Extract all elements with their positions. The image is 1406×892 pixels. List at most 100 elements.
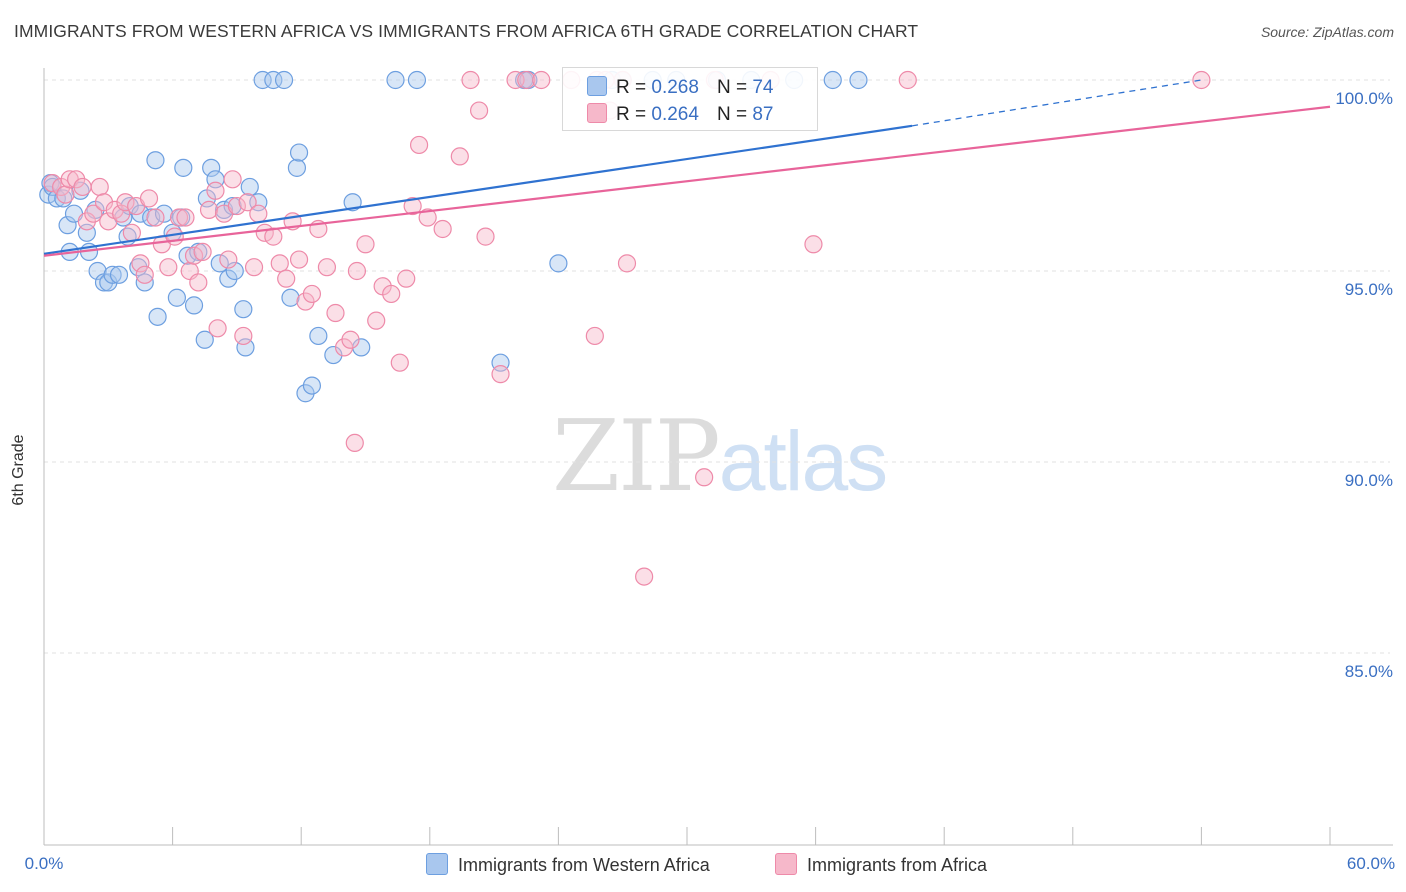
data-point-western-africa [236,338,255,357]
data-point-africa [617,254,637,273]
data-point-africa [450,147,469,166]
data-point-western-africa [296,384,315,403]
legend-n-value: 74 [752,77,774,98]
data-point-africa [43,174,62,193]
data-point-africa [67,170,86,189]
data-point-africa [397,269,416,288]
legend-r-value: 0.264 [651,104,699,125]
data-point-africa [206,181,225,200]
data-point-africa [695,468,714,487]
data-point-western-africa [210,254,229,273]
x-tick-label: 60.0% [1347,854,1395,873]
data-point-africa [219,250,238,269]
data-point-africa [390,353,409,372]
data-point-western-africa [343,193,362,212]
x-tick-label: 0.0% [25,854,64,873]
data-point-africa [122,223,141,242]
bottom-legend-africa: Immigrants from Africa [775,853,987,876]
data-point-africa [347,261,367,281]
y-tick-label: 100.0% [1335,89,1393,108]
data-point-western-africa [146,151,165,170]
data-point-africa [476,227,495,246]
data-point-western-africa [289,143,309,162]
data-point-africa [804,235,823,254]
data-point-africa [1192,70,1211,90]
data-point-africa [382,284,401,304]
y-tick-label: 90.0% [1345,471,1393,490]
data-point-western-africa [58,216,77,235]
data-point-western-africa [302,376,322,395]
data-point-africa [227,196,246,216]
data-point-africa [131,254,150,273]
watermark-zip: ZIP [552,400,721,514]
data-point-western-africa [549,254,568,273]
data-point-africa [469,101,489,120]
data-point-western-africa [103,265,122,284]
chart-title: IMMIGRANTS FROM WESTERN AFRICA VS IMMIGR… [14,21,919,41]
data-point-africa [356,235,375,254]
data-point-africa [112,204,131,223]
data-point-western-africa [184,296,204,315]
data-point-africa [461,70,480,90]
data-point-africa [184,246,204,265]
data-point-africa [234,326,253,346]
y-tick-label: 85.0% [1345,662,1393,681]
data-point-western-africa [253,70,272,90]
data-point-western-africa [849,70,868,90]
data-point-western-africa [309,326,328,346]
data-point-africa [289,250,309,269]
data-point-africa [317,258,337,277]
data-point-africa [146,208,165,227]
data-points [39,70,1211,586]
trend-line-western-africa [43,124,913,255]
legend-r-value: 0.268 [651,77,699,98]
y-tick-label: 95.0% [1345,280,1393,299]
data-point-africa [403,196,422,216]
data-point-africa [898,70,917,90]
data-point-africa [345,433,364,452]
legend-n-label: N = [716,104,748,125]
data-point-africa [176,208,195,227]
source-credit: Source: ZipAtlas.com [1260,24,1394,40]
data-point-western-africa [281,288,300,307]
legend-r-label: R = [616,77,647,98]
data-point-western-africa [264,70,283,90]
data-point-africa [77,212,96,231]
bottom-legend-western-africa: Immigrants from Western Africa [426,853,710,876]
legend-n-label: N = [716,77,748,98]
data-point-western-africa [154,204,174,223]
data-point-africa [199,200,219,219]
trend-line-western-africa-extension [911,79,1202,127]
data-point-western-africa [202,158,221,177]
gridlines [44,79,1390,654]
data-point-western-africa [386,70,405,90]
data-point-africa [73,177,92,197]
data-point-africa [165,227,184,246]
bottom-legend-swatch-blue [426,853,448,875]
data-point-western-africa [167,288,186,307]
data-point-western-africa [225,261,244,281]
zipatlas-watermark: ZIPatlas [552,400,888,514]
data-point-africa [418,208,437,227]
data-point-western-africa [148,307,167,326]
data-point-africa [506,70,525,90]
data-point-africa [169,208,189,227]
correlation-legend: R = 0.268 N = 74 R = 0.264 N = 87 [562,67,818,131]
data-point-western-africa [178,246,197,265]
data-point-africa [491,365,510,384]
bottom-legend-label: Immigrants from Western Africa [458,855,710,875]
legend-row-western-africa: R = 0.268 N = 74 [587,76,773,98]
data-point-africa [341,330,360,349]
data-point-africa [189,273,208,292]
data-point-western-africa [823,70,842,90]
legend-n-value: 87 [752,104,774,125]
data-point-africa [135,265,154,284]
data-point-africa [585,326,604,346]
series-africa [43,70,1211,586]
data-point-africa [270,254,289,273]
data-point-western-africa [135,273,154,292]
data-point-africa [159,258,178,277]
legend-swatch-blue [587,76,607,96]
axes [43,68,1393,846]
